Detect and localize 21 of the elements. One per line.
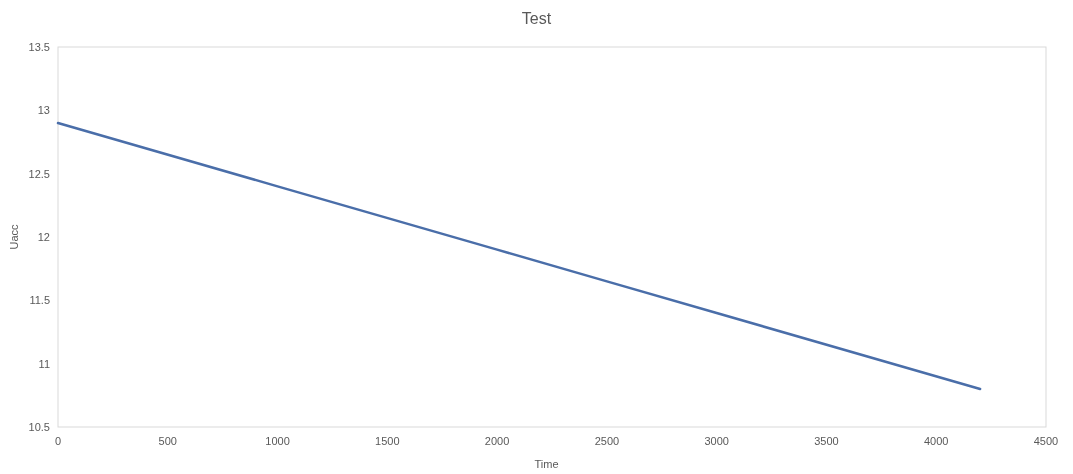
- x-tick-label: 0: [54, 435, 62, 447]
- x-tick-label: 4500: [1033, 435, 1059, 447]
- x-tick-label: 1500: [375, 435, 400, 447]
- y-tick-label: 12.5: [28, 167, 50, 180]
- x-tick-label: 2500: [594, 435, 620, 447]
- x-tick-label: 2000: [484, 435, 510, 447]
- chart-title: Test: [521, 10, 552, 27]
- y-tick-label: 11: [38, 357, 50, 370]
- x-tick-label: 4000: [923, 435, 949, 447]
- x-tick-label: 3000: [704, 435, 729, 447]
- y-tick-label: 12: [37, 230, 50, 243]
- x-axis-title: Time: [534, 458, 559, 470]
- y-tick-label: 11.5: [29, 294, 50, 307]
- x-tick-label: 3500: [814, 435, 839, 447]
- line-series: [56, 121, 982, 391]
- y-tick-label: 13.5: [28, 40, 50, 53]
- x-tick-label: 1000: [265, 435, 290, 447]
- y-tick-label: 13: [37, 104, 50, 117]
- y-tick-label: 10.5: [28, 420, 50, 433]
- x-tick-label: 500: [158, 435, 177, 447]
- y-axis-title: Uacc: [8, 223, 20, 250]
